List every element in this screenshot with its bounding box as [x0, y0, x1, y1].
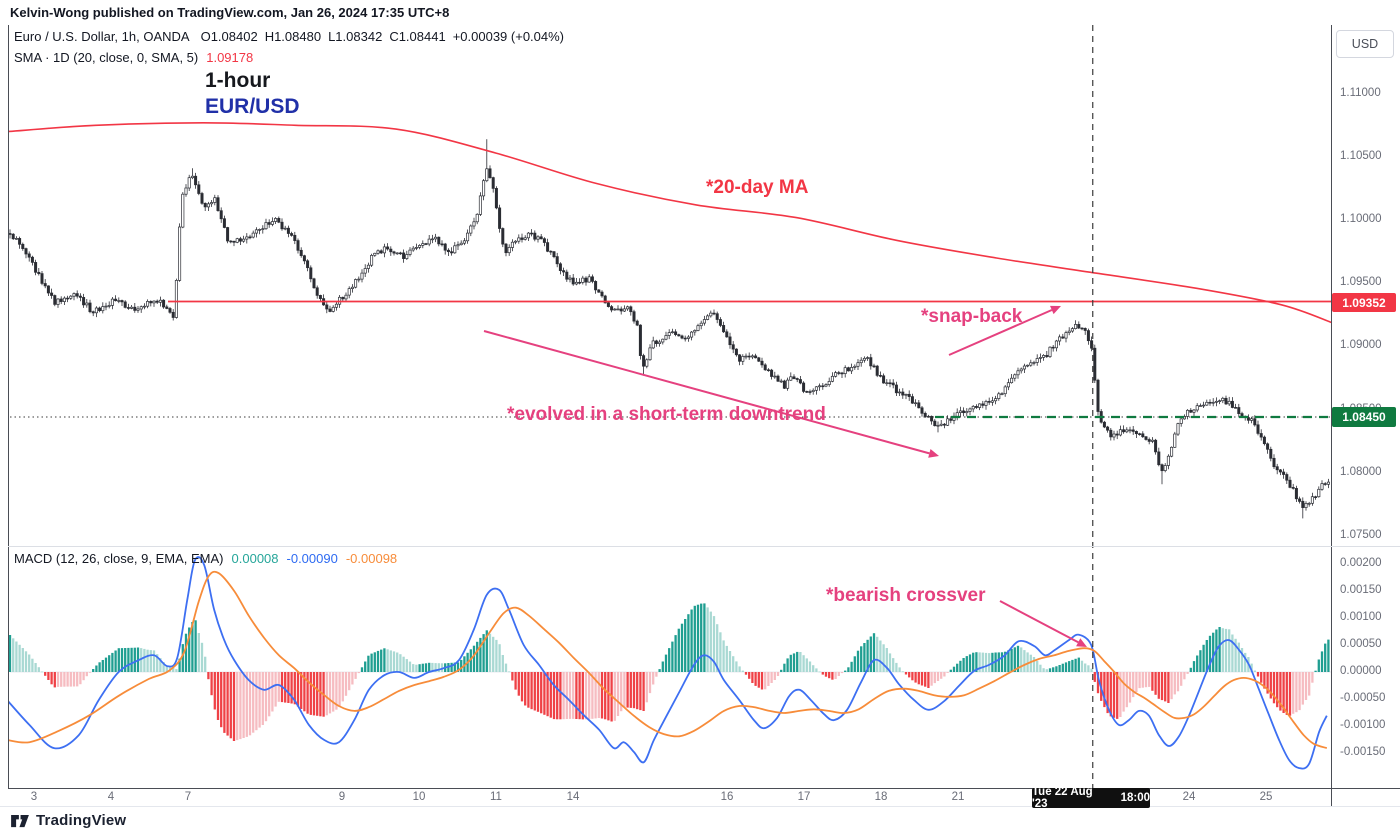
time-axis-label: 14 [566, 791, 580, 803]
macd-pane[interactable] [7, 556, 1331, 770]
price-axis-label: 1.09000 [1340, 339, 1382, 352]
tradingview-logo[interactable]: TradingView [10, 812, 126, 829]
macd-axis-label: 0.00200 [1340, 557, 1382, 569]
symbol-title[interactable]: Euro / U.S. Dollar, 1h, OANDA [14, 29, 190, 44]
time-axis-label: 24 [1182, 791, 1196, 803]
macd-axis-label: 0.00000 [1340, 665, 1382, 677]
symbol-header: Euro / U.S. Dollar, 1h, OANDA O1.08402 H1.… [14, 29, 564, 44]
time-axis-label: 17 [797, 791, 811, 803]
macd-axis-label: 0.00050 [1340, 638, 1382, 650]
crosshair-time-badge: Tue 22 Aug '23 18:00 [1032, 786, 1150, 810]
annotation-20day-ma: *20-day MA [706, 177, 809, 198]
macd-label: MACD (12, 26, close, 9, EMA, EMA) [14, 551, 224, 566]
ohlc-value: O1.08402 [200, 29, 258, 44]
macd-hist-value: 0.00008 [231, 551, 279, 566]
price-axis-label: 1.07500 [1340, 529, 1382, 542]
last-price-badge-green: 1.08450 [1332, 407, 1396, 427]
drawing-arrows [483, 305, 1087, 647]
annotation-snap-back: *snap-back [921, 306, 1023, 327]
ohlc-value: C1.08441 [389, 29, 446, 44]
price-axis-label: 1.08000 [1340, 465, 1382, 478]
price-axis-label: 1.11000 [1340, 86, 1381, 99]
ohlc-value: H1.08480 [264, 29, 322, 44]
time-axis-label: 3 [30, 791, 38, 803]
time-axis-label: 9 [338, 791, 346, 803]
ohlc-values: O1.08402 H1.08480 L1.08342 C1.08441 [194, 29, 446, 44]
time-axis-label: 7 [184, 791, 192, 803]
ohlc-value: L1.08342 [328, 29, 383, 44]
time-axis-label: 25 [1259, 791, 1273, 803]
currency-toggle-button[interactable]: USD [1336, 30, 1394, 58]
macd-legend[interactable]: MACD (12, 26, close, 9, EMA, EMA) 0.00008… [14, 551, 397, 566]
price-axis-label: 1.10000 [1340, 213, 1382, 226]
price-axis-label: 1.10500 [1340, 149, 1382, 162]
price-pane[interactable] [7, 121, 1331, 519]
time-axis-label: 21 [951, 791, 965, 803]
candlestick-series [9, 139, 1330, 519]
sma20-line[interactable] [7, 121, 1331, 324]
macd-axis-label: -0.00050 [1340, 692, 1386, 704]
price-axis-label: 1.09500 [1340, 276, 1382, 289]
sma-value: 1.09178 [206, 50, 254, 65]
sma-legend[interactable]: SMA · 1D (20, close, 0, SMA, 5) 1.09178 [14, 50, 253, 65]
macd-axis-label: 0.00150 [1340, 584, 1382, 596]
crosshair-time: 18:00 [1120, 792, 1150, 804]
time-axis-label: 16 [720, 791, 734, 803]
macd-line-value: -0.00090 [286, 551, 338, 566]
annotation-timeframe: 1-hour [205, 69, 271, 92]
change-value: +0.00039 (+0.04%) [452, 29, 565, 44]
annotation-bearish-crossover: *bearish crossver [826, 585, 986, 606]
macd-axis-label: -0.00150 [1340, 746, 1386, 758]
attribution-text: Kelvin-Wong published on TradingView.com… [10, 5, 450, 20]
macd-axis-label: 0.00100 [1340, 611, 1382, 623]
pane-borders [0, 25, 1400, 807]
annotation-downtrend: *evolved in a short-term downtrend [507, 404, 826, 425]
sma-label: SMA · 1D (20, close, 0, SMA, 5) [14, 50, 199, 65]
tradingview-logo-icon [11, 814, 29, 828]
price-level-badge-red: 1.09352 [1332, 293, 1396, 312]
annotation-pair: EUR/USD [205, 95, 300, 118]
crosshair-date: Tue 22 Aug '23 [1032, 786, 1093, 810]
macd-signal-line[interactable] [7, 570, 1328, 749]
time-axis-label: 18 [874, 791, 888, 803]
macd-signal-value: -0.00098 [345, 551, 398, 566]
macd-axis-label: -0.00100 [1340, 719, 1386, 731]
tradingview-logo-text: TradingView [36, 812, 127, 829]
macd-line[interactable] [7, 556, 1328, 770]
time-axis-label: 11 [490, 791, 502, 803]
time-axis-label: 4 [107, 791, 115, 803]
time-axis-label: 10 [412, 791, 426, 803]
